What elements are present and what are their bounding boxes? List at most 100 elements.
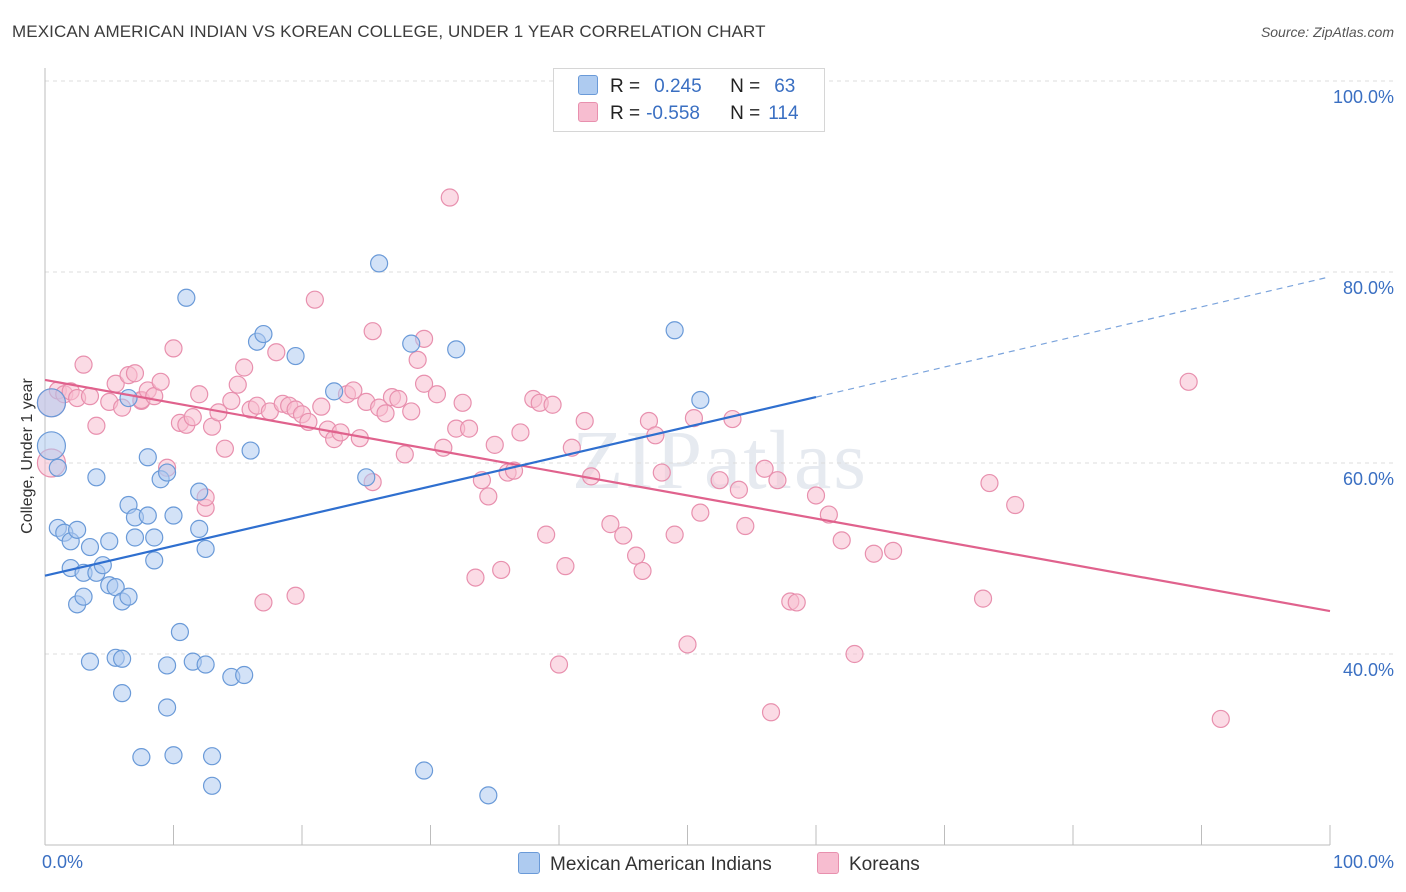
korean-point <box>183 408 202 427</box>
mexican-american-indian-point <box>68 520 87 539</box>
mexican-american-indian-point <box>48 458 67 477</box>
korean-point <box>549 655 569 674</box>
korean-point <box>1006 495 1025 515</box>
y-tick-100: 100.0% <box>1332 87 1394 107</box>
korean-point <box>228 375 247 394</box>
mexican-american-indian-point <box>164 746 183 765</box>
korean-point <box>312 397 331 416</box>
korean-point <box>459 419 479 438</box>
source-label: Source: ZipAtlas.com <box>1260 24 1394 40</box>
korean-point <box>736 516 755 536</box>
mexican-american-indian-point <box>164 506 183 525</box>
mexican-american-indians-points <box>36 254 710 805</box>
korean-point <box>883 541 903 560</box>
mexican-american-indian-point <box>370 254 389 273</box>
mexican-american-indian-point <box>80 652 100 671</box>
korean-point <box>1179 372 1198 391</box>
x-tick-right: 100.0% <box>1332 852 1394 872</box>
korean-point <box>453 393 472 412</box>
mexican-american-indian-point <box>157 656 177 675</box>
mexican-american-indian-point <box>325 382 344 401</box>
korean-point <box>832 531 851 550</box>
mexican-american-indian-point <box>112 649 132 668</box>
korean-point <box>80 387 100 406</box>
korean-point <box>389 389 408 409</box>
mexican-american-indian-point <box>132 748 151 767</box>
korean-point <box>575 411 594 431</box>
mexican-american-indian-point <box>74 587 93 606</box>
legend-r-label: R = <box>610 76 641 97</box>
mexican-american-indian-point <box>100 532 119 551</box>
mexican-american-indian-point <box>138 506 157 525</box>
korean-point <box>678 635 697 654</box>
korean-point <box>723 409 742 429</box>
korean-point <box>633 561 652 581</box>
legend-n-value-blue: 63 <box>774 76 796 97</box>
legend-swatch-blue <box>518 852 540 874</box>
mexican-american-indian-point <box>479 786 498 805</box>
mexican-american-indian-point <box>112 684 132 703</box>
korean-point <box>652 463 671 482</box>
korean-point <box>254 593 273 612</box>
korean-point <box>286 586 305 605</box>
korean-point <box>344 381 363 400</box>
korean-point <box>402 402 421 421</box>
korean-point <box>395 445 414 464</box>
mexican-american-indian-point <box>402 334 421 353</box>
mexican-american-indian-point <box>157 698 177 717</box>
koreans-trend-line <box>44 378 1331 613</box>
mexican-american-indians-trend-line <box>44 396 817 577</box>
korean-point <box>235 358 254 377</box>
mexican-american-indian-point <box>414 761 434 780</box>
mexican-american-indian-point <box>196 655 215 674</box>
legend-n-label: N = <box>730 76 761 97</box>
mexican-american-indian-point <box>177 288 196 307</box>
korean-point <box>222 391 241 411</box>
mexican-american-indian-point <box>202 776 222 795</box>
korean-point <box>819 505 838 524</box>
korean-point <box>376 404 395 423</box>
y-tick-80: 80.0% <box>1342 278 1394 298</box>
legend-swatch-pink <box>817 852 839 874</box>
korean-point <box>626 546 646 565</box>
mexican-american-indian-point <box>202 747 222 766</box>
korean-point <box>556 557 575 576</box>
korean-point <box>980 473 999 493</box>
korean-point <box>408 350 427 369</box>
mexican-american-indian-point <box>241 441 260 460</box>
mexican-american-indian-point <box>125 528 145 547</box>
y-axis-label: College, Under 1 year <box>19 378 36 534</box>
korean-point <box>267 343 286 362</box>
mexican-american-indian-point <box>145 551 164 570</box>
legend-row-pink: R = -0.558 N = 114 <box>578 102 799 126</box>
korean-point <box>691 503 710 522</box>
korean-point <box>806 486 826 505</box>
mexican-american-indian-point <box>93 556 112 575</box>
korean-point <box>845 644 864 664</box>
korean-point <box>864 544 883 563</box>
legend-n-label: N = <box>730 103 761 124</box>
korean-point <box>755 459 774 478</box>
mexican-american-indian-point <box>170 622 190 642</box>
korean-point <box>973 589 993 608</box>
legend-swatch-pink <box>578 102 598 122</box>
korean-point <box>151 372 170 391</box>
korean-point <box>466 568 485 587</box>
mexican-american-indian-point <box>447 340 466 359</box>
mexican-american-indian-point <box>36 388 67 418</box>
legend-series-label: Mexican American Indians <box>550 854 772 875</box>
korean-point <box>363 322 382 341</box>
korean-point <box>710 471 729 490</box>
legend-r-value-pink: -0.558 <box>646 103 700 124</box>
legend-row-blue: R = 0.245 N = 63 <box>578 75 795 99</box>
korean-point <box>787 593 806 612</box>
legend-r-label: R = <box>610 103 641 124</box>
korean-point <box>1211 709 1230 729</box>
korean-point <box>479 487 498 506</box>
korean-point <box>684 409 704 428</box>
korean-point <box>511 423 530 442</box>
chart-title: MEXICAN AMERICAN INDIAN VS KOREAN COLLEG… <box>12 22 766 41</box>
mexican-american-indian-point <box>138 448 157 467</box>
y-tick-40: 40.0% <box>1342 660 1394 680</box>
mexican-american-indian-point <box>87 468 106 487</box>
